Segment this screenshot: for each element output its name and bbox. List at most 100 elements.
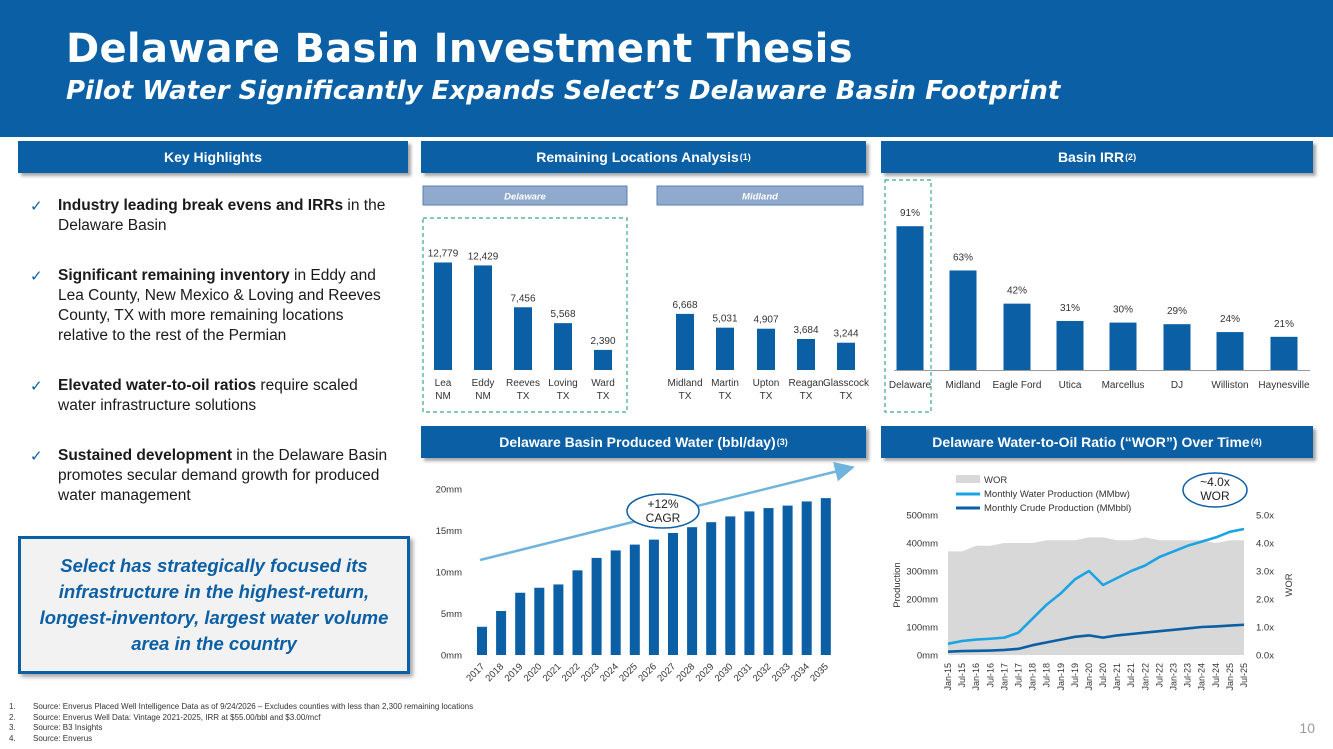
remaining-locations-chart: Delaware Midland 12,779 Lea NM 12,429 Eddy NM 7,… — [422, 185, 870, 413]
category-label: Williston — [1211, 380, 1248, 391]
y-axis-title: Production — [892, 562, 903, 607]
y-tick-label: 200mm — [906, 595, 938, 606]
category-label: Eagle Ford — [993, 380, 1042, 391]
bar — [716, 327, 734, 370]
highlight-item: ✓ Industry leading break evens and IRRs … — [30, 196, 390, 236]
y2-axis-title: WOR — [1284, 573, 1295, 596]
wor-bubble-line1: ~4.0x — [1200, 475, 1230, 489]
section-wor-label: Delaware Water-to-Oil Ratio (“WOR”) Over… — [932, 434, 1250, 450]
footnote-number: 3. — [9, 723, 16, 732]
data-label: 5,031 — [712, 314, 737, 325]
bar — [514, 307, 532, 370]
y-tick-label: 5mm — [441, 609, 462, 620]
x-tick-label: Jul-22 — [1154, 663, 1164, 688]
bar — [515, 592, 526, 655]
legend-swatch-wor — [956, 475, 980, 483]
category-label: Reeves — [506, 378, 540, 389]
category-label-state: TX — [719, 391, 732, 402]
data-label: 12,429 — [468, 251, 499, 262]
y2-tick-label: 1.0x — [1256, 623, 1274, 634]
cagr-label-line1: +12% — [647, 497, 678, 511]
category-label: Marcellus — [1102, 380, 1145, 391]
callout-text: Select has strategically focused its inf… — [39, 555, 389, 654]
y-tick-label: 100mm — [906, 623, 938, 634]
highlight-bold: Significant remaining inventory — [58, 267, 290, 284]
category-label: Ward — [591, 378, 615, 389]
header-banner: Delaware Basin Investment Thesis Pilot W… — [0, 0, 1333, 137]
bar — [668, 532, 678, 655]
basin-irr-chart: 91% Delaware 63% Midland 42% Eagle Ford 31% Uti… — [884, 179, 1310, 413]
highlight-item: ✓ Sustained development in the Delaware … — [30, 446, 390, 506]
x-tick-label: 2018 — [483, 661, 506, 684]
x-tick-label: Jan-25 — [1225, 663, 1235, 691]
x-tick-label: 2023 — [579, 661, 602, 684]
data-label: 3,244 — [833, 329, 858, 340]
bar — [744, 511, 755, 655]
x-tick-label: Jul-21 — [1126, 663, 1136, 688]
data-label: 30% — [1113, 305, 1133, 316]
cagr-bubble — [626, 493, 700, 529]
bar — [1270, 336, 1298, 370]
section-key-highlights-label: Key Highlights — [163, 149, 262, 165]
category-label: DJ — [1171, 380, 1183, 391]
y2-tick-label: 4.0x — [1256, 539, 1274, 550]
data-label: 7,456 — [510, 293, 535, 304]
y-tick-label: 0mm — [441, 651, 462, 662]
data-label: 42% — [1007, 286, 1027, 297]
bar — [434, 262, 452, 370]
data-label: 24% — [1220, 314, 1240, 325]
x-tick-label: 2028 — [674, 661, 697, 684]
bar — [594, 349, 612, 370]
section-key-highlights: Key Highlights — [18, 141, 408, 173]
wor-bubble-line2: WOR — [1200, 489, 1230, 503]
footnotes: 1. Source: Enverus Placed Well Intelligen… — [9, 702, 473, 744]
bar — [757, 328, 775, 370]
x-tick-label: 2017 — [464, 661, 487, 684]
x-tick-label: 2035 — [808, 661, 831, 684]
footnote-number: 2. — [9, 712, 16, 722]
checkmark-icon: ✓ — [30, 197, 43, 215]
x-tick-label: Jul-16 — [985, 663, 995, 688]
category-label-state: TX — [840, 391, 853, 402]
data-label: 63% — [953, 252, 973, 263]
page-subtitle: Pilot Water Significantly Expands Select… — [66, 76, 1061, 106]
bar — [610, 550, 621, 655]
footnote: 2. Source: Enverus Well Data: Vintage 202… — [9, 713, 473, 724]
category-label: Martin — [711, 378, 739, 389]
x-tick-label: 2022 — [560, 661, 583, 684]
data-label: 12,779 — [428, 248, 459, 259]
x-tick-label: Jan-19 — [1056, 663, 1066, 691]
bar — [572, 570, 583, 655]
highlight-text: in Eddy and Lea County, New Mexico & Lov… — [58, 267, 381, 344]
category-label: Haynesville — [1258, 380, 1310, 391]
highlight-text: require scaled water infrastructure solu… — [58, 377, 358, 414]
bar — [820, 498, 831, 655]
checkmark-icon: ✓ — [30, 447, 43, 465]
y-tick-label: 400mm — [906, 539, 938, 550]
highlight-bold: Sustained development — [58, 447, 232, 464]
data-label: 2,390 — [590, 336, 615, 347]
legend-label: WOR — [984, 475, 1007, 486]
bar — [591, 557, 602, 655]
footnote: 4. Source: Enverus — [9, 734, 473, 745]
page-number: 10 — [1299, 720, 1315, 736]
highlight-bold: Industry leading break evens and IRRs — [58, 197, 344, 214]
category-label: Midland — [945, 380, 980, 391]
wor-bubble — [1182, 472, 1248, 508]
delaware-highlight-box — [422, 217, 628, 413]
highlight-text: in the Delaware Basin — [58, 197, 386, 234]
category-label: Upton — [753, 378, 780, 389]
footnote-text: Source: Enverus Well Data: Vintage 2021-… — [33, 712, 321, 722]
x-tick-label: Jan-20 — [1084, 663, 1094, 691]
footnote: 3. Source: B3 Insights — [9, 723, 473, 734]
produced-water-chart: 0mm5mm10mm15mm20mm2017201820192020202120… — [436, 462, 855, 684]
bar — [725, 516, 736, 655]
x-tick-label: Jan-24 — [1197, 663, 1207, 691]
highlight-item: ✓ Elevated water-to-oil ratios require s… — [30, 376, 390, 416]
highlight-bold: Elevated water-to-oil ratios — [58, 377, 257, 394]
y-tick-label: 10mm — [436, 568, 462, 579]
bar — [534, 587, 545, 655]
category-label: Midland — [667, 378, 702, 389]
x-tick-label: 2034 — [789, 661, 812, 684]
bar — [896, 226, 924, 370]
